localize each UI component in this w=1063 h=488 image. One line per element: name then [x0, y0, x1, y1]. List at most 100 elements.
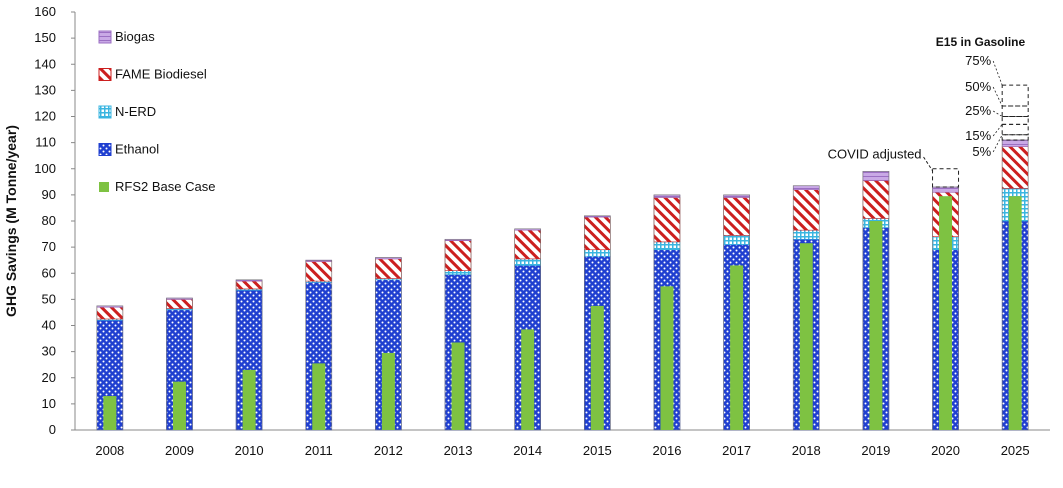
bar-fame-biodiesel-2017 [723, 197, 750, 236]
e15-label-5: 5% [972, 144, 991, 159]
e15-leader-15 [992, 124, 1003, 137]
legend-label-ethanol: Ethanol [115, 142, 159, 157]
y-tick-label: 30 [42, 344, 56, 359]
x-tick-label: 2011 [305, 443, 333, 458]
bar-fame-biodiesel-2010 [235, 280, 263, 290]
legend-swatch-ethanol [98, 143, 112, 156]
legend-swatch-n-erd [98, 105, 112, 119]
y-tick-label: 20 [42, 370, 56, 385]
bar-n-erd-2018 [792, 229, 820, 240]
e15-label-25: 25% [965, 103, 991, 118]
bar-fame-biodiesel-2008 [96, 306, 124, 320]
bar-base-case-2008 [103, 396, 117, 430]
legend: Biogas FAME Biodiesel N-ERD Ethanol RFS2 Bas… [98, 29, 215, 194]
y-tick-label: 80 [42, 213, 56, 228]
x-ticks: 2008 2009 2010 2011 2012 2013 2014 2015 2016 2017… [95, 443, 1029, 458]
bar-n-erd-2014 [514, 258, 541, 266]
y-tick-label: 150 [34, 30, 56, 45]
bar-fame-biodiesel-2025 [1001, 146, 1029, 189]
legend-label-biogas: Biogas [115, 29, 155, 44]
legend-swatch-fame-biodiesel [98, 68, 112, 81]
covid-adjusted-label: COVID adjusted [828, 146, 922, 161]
e15-leader-50 [992, 86, 1003, 107]
x-tick-label: 2009 [165, 443, 194, 458]
e15-leader-5 [992, 134, 1003, 153]
bar-fame-biodiesel-2009 [166, 299, 193, 309]
legend-swatch-biogas [98, 30, 112, 44]
x-tick-label: 2020 [931, 443, 960, 458]
bar-biogas-2020 [932, 186, 959, 193]
y-axis-label: GHG Savings (M Tonne/year) [3, 125, 19, 317]
bar-biogas-2018 [792, 185, 820, 190]
e15-label-15: 15% [965, 128, 991, 143]
x-tick-label: 2013 [444, 443, 473, 458]
bar-fame-biodiesel-2015 [584, 216, 611, 251]
bar-fame-biodiesel-2013 [444, 240, 472, 271]
x-tick-label: 2014 [513, 443, 542, 458]
bar-biogas-2016 [653, 194, 681, 198]
x-tick-label: 2010 [235, 443, 264, 458]
legend-label-rfs2-base-case: RFS2 Base Case [115, 179, 215, 194]
legend-label-fame-biodiesel: FAME Biodiesel [115, 67, 207, 82]
e15-leader-25 [992, 110, 1003, 117]
y-tick-label: 120 [34, 109, 56, 124]
x-tick-label: 2019 [861, 443, 890, 458]
y-tick-label: 50 [42, 291, 56, 306]
x-tick-label: 2015 [583, 443, 612, 458]
y-tick-label: 60 [42, 265, 56, 280]
legend-label-n-erd: N-ERD [115, 104, 156, 119]
bar-base-case-2017 [730, 265, 744, 430]
annotations: COVID adjusted 5%15% 25% 50% 75% E15 in Gasol… [828, 35, 1029, 188]
e15-box-25 [1001, 116, 1029, 125]
bar-base-case-2019 [869, 221, 883, 430]
bar-biogas-2019 [862, 171, 890, 181]
bar-n-erd-2013 [444, 270, 472, 275]
bar-n-erd-2017 [723, 235, 750, 245]
bar-n-erd-2016 [653, 241, 681, 251]
bar-base-case-2018 [799, 243, 813, 430]
bar-base-case-2012 [381, 352, 395, 430]
x-tick-label: 2016 [653, 443, 682, 458]
x-tick-label: 2008 [95, 443, 124, 458]
e15-box-75 [1001, 84, 1029, 107]
bar-base-case-2016 [660, 286, 674, 430]
e15-box-5 [1001, 134, 1029, 141]
bar-fame-biodiesel-2014 [514, 229, 541, 260]
y-tick-label: 70 [42, 239, 56, 254]
e15-label-75: 75% [965, 53, 991, 68]
bar-base-case-2025 [1008, 196, 1022, 430]
bar-fame-biodiesel-2011 [305, 261, 333, 282]
y-tick-label: 40 [42, 318, 56, 333]
y-tick-label: 130 [34, 82, 56, 97]
e15-label-50: 50% [965, 79, 991, 94]
bar-biogas-2017 [723, 194, 750, 198]
bar-fame-biodiesel-2018 [792, 189, 820, 231]
y-tick-label: 160 [34, 4, 56, 19]
bar-fame-biodiesel-2019 [862, 180, 890, 219]
bar-base-case-2011 [312, 363, 326, 430]
bar-base-case-2014 [521, 329, 535, 430]
bar-fame-biodiesel-2012 [375, 258, 402, 279]
covid-adjusted-box [932, 168, 960, 188]
x-tick-label: 2012 [374, 443, 403, 458]
bar-base-case-2010 [242, 369, 256, 430]
bar-fame-biodiesel-2016 [653, 197, 681, 243]
y-tick-label: 100 [34, 161, 56, 176]
y-tick-label: 10 [42, 396, 56, 411]
covid-adjusted-leader [923, 156, 933, 172]
legend-swatch-rfs2-base-case [99, 182, 109, 192]
x-tick-label: 2018 [792, 443, 821, 458]
bar-base-case-2013 [451, 342, 465, 430]
bar-base-case-2020 [939, 196, 953, 430]
x-tick-label: 2025 [1001, 443, 1030, 458]
y-tick-label: 140 [34, 56, 56, 71]
y-tick-label: 110 [35, 135, 56, 150]
y-ticks: 0 10 20 30 40 50 60 70 80 90 100 110 120 130 140 150 160 [34, 4, 75, 437]
bar-base-case-2015 [590, 305, 604, 430]
e15-box-15 [1001, 123, 1029, 136]
bar-biogas-2025 [1001, 139, 1029, 147]
bar-n-erd-2015 [584, 249, 611, 257]
x-tick-label: 2017 [722, 443, 751, 458]
y-tick-label: 90 [42, 187, 56, 202]
